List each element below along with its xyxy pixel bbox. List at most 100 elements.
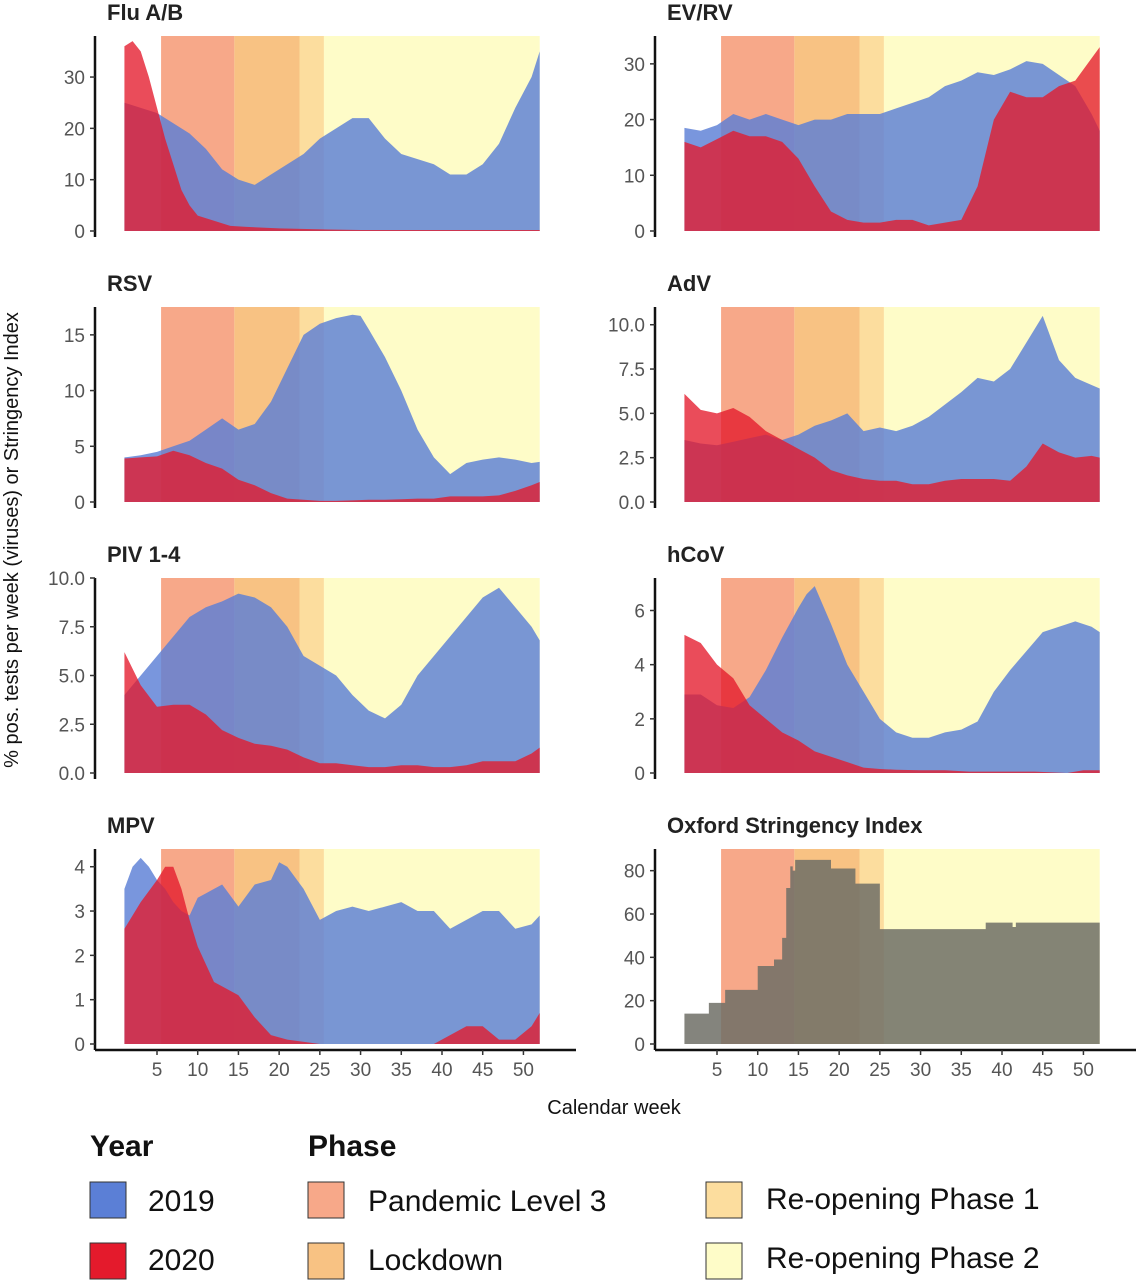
legend-year-title: Year (90, 1130, 154, 1163)
legend: Year 2019 2020 Phase Pandemic Level 3 Lo… (89, 1130, 1040, 1280)
y-tick-label: 10 (64, 382, 85, 403)
series-area-2019 (124, 314, 540, 502)
y-tick-label: 10 (624, 166, 645, 187)
y-tick-label: 7.5 (59, 618, 85, 639)
panel-title: EV/RV (667, 0, 733, 25)
x-tick-label: 30 (910, 1060, 931, 1081)
y-tick-label: 1 (74, 991, 85, 1012)
x-tick-label: 20 (829, 1060, 850, 1081)
legend-label-2019: 2019 (148, 1185, 215, 1218)
y-tick-label: 30 (64, 68, 85, 89)
x-tick-label: 20 (269, 1060, 290, 1081)
y-tick-label: 2 (634, 710, 645, 731)
legend-label-reopening-phase-2: Re-opening Phase 2 (766, 1242, 1040, 1275)
legend-label-lockdown: Lockdown (368, 1244, 503, 1277)
legend-swatch-reopening-phase-2 (705, 1242, 743, 1280)
x-tick-label: 10 (187, 1060, 208, 1081)
series-area-2020 (124, 450, 540, 502)
y-tick-label: 60 (624, 905, 645, 926)
y-tick-label: 2.5 (59, 715, 85, 736)
panel-title: MPV (107, 813, 155, 838)
legend-phase-title: Phase (308, 1130, 396, 1163)
series-area-2019 (124, 587, 540, 773)
y-tick-label: 5.0 (59, 667, 85, 688)
panel-hcov: 0 2 4 6 hCoV (634, 542, 1100, 785)
series-area-2020 (124, 41, 540, 232)
legend-label-2020: 2020 (148, 1244, 215, 1277)
y-tick-label: 10.0 (608, 316, 645, 337)
x-tick-label: 25 (309, 1060, 330, 1081)
panel-ev-rv: 0 10 20 30 EV/RV (624, 0, 1100, 243)
panel-mpv: 0 1 2 3 4 MPV 5 10 15 20 25 30 35 40 45 50 (74, 813, 576, 1081)
panel-flu-a-b: 0 10 20 30 Flu A/B (64, 0, 540, 243)
y-tick-label: 3 (74, 902, 85, 923)
x-tick-label: 5 (152, 1060, 163, 1081)
series-area-2020 (124, 866, 540, 1044)
series-area-2019 (684, 586, 1100, 773)
y-tick-label: 10.0 (48, 569, 85, 590)
panel-title: hCoV (667, 542, 725, 567)
x-tick-label: 15 (788, 1060, 809, 1081)
legend-swatch-2020 (89, 1242, 127, 1280)
x-tick-label: 45 (1032, 1060, 1053, 1081)
panel-title: Oxford Stringency Index (667, 813, 923, 838)
panel-title: AdV (667, 271, 711, 296)
series-area-2020 (684, 634, 1100, 773)
y-tick-label: 0 (634, 764, 645, 785)
x-tick-label: 5 (712, 1060, 723, 1081)
y-tick-label: 4 (74, 858, 85, 879)
x-tick-label: 40 (431, 1060, 452, 1081)
panel-oxford-stringency-index: 0 20 40 60 80 Oxford Stringency Index 5 10 15 20 2… (624, 813, 1136, 1081)
panel-adv: 0.0 2.5 5.0 7.5 10.0 AdV (608, 271, 1100, 514)
legend-label-reopening-phase-1: Re-opening Phase 1 (766, 1183, 1040, 1216)
y-tick-label: 0 (634, 1035, 645, 1056)
y-tick-label: 20 (624, 992, 645, 1013)
y-tick-label: 20 (64, 119, 85, 140)
y-tick-label: 2.5 (619, 449, 645, 470)
y-tick-label: 80 (624, 862, 645, 883)
y-tick-label: 5 (74, 437, 85, 458)
x-axis-label: Calendar week (547, 1097, 681, 1119)
x-tick-label: 35 (391, 1060, 412, 1081)
panel-title: PIV 1-4 (107, 542, 181, 567)
y-tick-label: 20 (624, 111, 645, 132)
x-tick-label: 35 (951, 1060, 972, 1081)
series-area-2020 (684, 47, 1100, 232)
legend-swatch-lockdown (307, 1242, 345, 1280)
series-area-oxford-stringency-index (684, 859, 1100, 1044)
series-area-2019 (124, 51, 540, 231)
x-tick-label: 15 (228, 1060, 249, 1081)
panel-title: Flu A/B (107, 0, 183, 25)
y-tick-label: 0.0 (59, 764, 85, 785)
x-tick-label: 50 (513, 1060, 534, 1081)
series-area-2020 (684, 393, 1100, 502)
panel-title: RSV (107, 271, 153, 296)
y-tick-label: 5.0 (619, 404, 645, 425)
y-tick-label: 7.5 (619, 360, 645, 381)
y-tick-label: 30 (624, 55, 645, 76)
legend-swatch-pandemic-level-3 (307, 1181, 345, 1219)
legend-swatch-reopening-phase-1 (705, 1181, 743, 1219)
x-tick-label: 45 (472, 1060, 493, 1081)
y-axis-label: % pos. tests per week (viruses) or Strin… (1, 312, 23, 768)
y-tick-label: 0.0 (619, 493, 645, 514)
legend-label-pandemic-level-3: Pandemic Level 3 (368, 1185, 606, 1218)
y-tick-label: 4 (634, 656, 645, 677)
y-tick-label: 0 (74, 1035, 85, 1056)
x-tick-label: 25 (869, 1060, 890, 1081)
y-tick-label: 0 (74, 222, 85, 243)
y-tick-label: 0 (74, 493, 85, 514)
legend-swatch-2019 (89, 1181, 127, 1219)
panel-piv-1-4: 0.0 2.5 5.0 7.5 10.0 PIV 1-4 (48, 542, 540, 785)
x-tick-label: 50 (1073, 1060, 1094, 1081)
y-tick-label: 0 (634, 222, 645, 243)
panel-rsv: 0 5 10 15 RSV (64, 271, 540, 514)
x-tick-label: 30 (350, 1060, 371, 1081)
x-tick-label: 10 (747, 1060, 768, 1081)
series-area-2020 (124, 652, 540, 773)
y-tick-label: 15 (64, 326, 85, 347)
y-tick-label: 6 (634, 602, 645, 623)
x-tick-label: 40 (991, 1060, 1012, 1081)
